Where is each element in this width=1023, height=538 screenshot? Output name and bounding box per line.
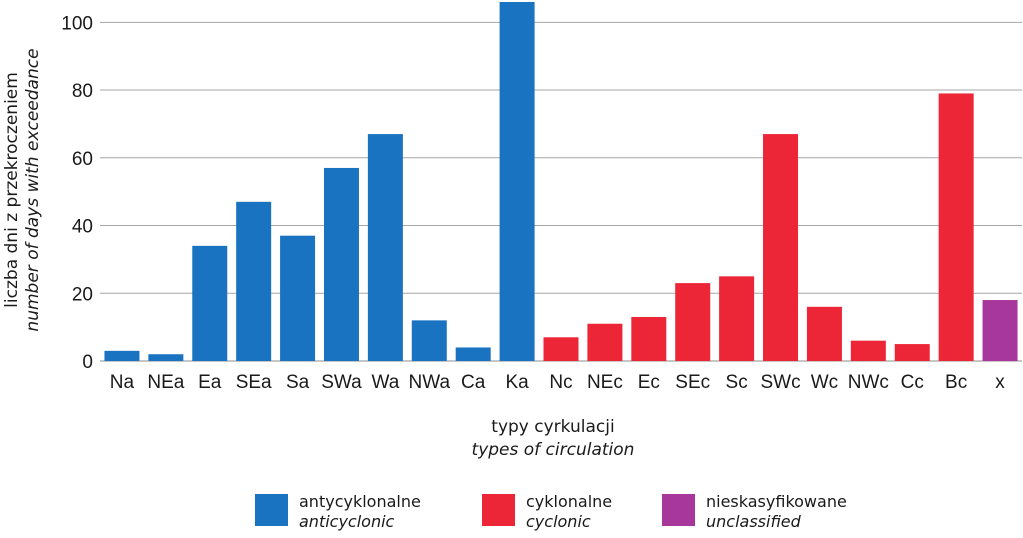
legend-item-anticyclonic: antycyklonalne anticyclonic xyxy=(255,492,421,532)
x-tick-label: NWc xyxy=(848,372,889,393)
x-tick-label: Wc xyxy=(811,372,838,393)
legend-item-unclassified: nieskasyfikowane unclassified xyxy=(662,492,847,532)
legend: antycyklonalne anticyclonic cyklonalne c… xyxy=(0,492,1023,538)
bar-Na xyxy=(104,350,140,361)
x-tick-label: Sa xyxy=(286,372,310,393)
legend-label-unclassified: nieskasyfikowane xyxy=(706,492,847,511)
y-tick-label: 80 xyxy=(72,81,93,102)
x-tick-label: Sc xyxy=(726,372,748,393)
bar-Wa xyxy=(367,134,403,361)
bar-Bc xyxy=(938,93,974,362)
bar-Ka xyxy=(499,2,535,361)
bar-Sa xyxy=(280,235,316,361)
y-tick-label: 100 xyxy=(61,13,93,34)
bar-Ea xyxy=(192,245,228,361)
bar-Wc xyxy=(806,306,842,361)
x-tick-label: Cc xyxy=(901,372,924,393)
legend-label-anticyclonic: antycyklonalne xyxy=(299,492,421,511)
y-axis-title: liczba dni z przekroczeniem xyxy=(2,72,22,308)
x-tick-label: Bc xyxy=(945,372,967,393)
bar-Sc xyxy=(719,276,755,361)
y-tick-labels: 0 20 40 60 80 100 xyxy=(61,13,93,373)
legend-swatch-anticyclonic xyxy=(255,494,288,526)
legend-label-cyclonic: cyklonalne xyxy=(526,492,613,511)
x-tick-labels: Na NEa Ea SEa Sa SWa Wa NWa Ca Ka Nc NEc Ec SEc Sc SWc W… xyxy=(110,372,1005,393)
y-tick-label: 40 xyxy=(72,217,93,238)
y-axis-title-en: number of days with exceedance xyxy=(23,48,43,331)
x-tick-label: Ka xyxy=(505,372,529,393)
bar-Nc xyxy=(543,337,579,361)
legend-swatch-cyclonic xyxy=(482,494,515,526)
bar-NWc xyxy=(850,340,886,361)
x-tick-label: NEa xyxy=(147,372,184,393)
x-tick-label: Wa xyxy=(371,372,399,393)
x-tick-label: SWa xyxy=(321,372,362,393)
legend-swatch-unclassified xyxy=(662,494,695,526)
legend-label-unclassified-en: unclassified xyxy=(706,512,801,531)
x-tick-label: Ea xyxy=(198,372,222,393)
x-tick-label: Ec xyxy=(638,372,660,393)
bar-SWc xyxy=(763,134,799,361)
bar-NWa xyxy=(411,320,447,361)
x-axis-title: typy cyrkulacji xyxy=(491,417,614,437)
bar-Ca xyxy=(455,347,491,361)
y-tick-label: 20 xyxy=(72,284,93,305)
bar-Ec xyxy=(631,316,667,361)
x-tick-label: x xyxy=(995,372,1005,393)
x-tick-label: NWa xyxy=(409,372,451,393)
y-tick-label: 0 xyxy=(82,352,93,373)
bar-Cc xyxy=(894,344,930,361)
bars xyxy=(104,2,1018,362)
x-tick-label: SEc xyxy=(675,372,710,393)
x-tick-label: Nc xyxy=(549,372,572,393)
bar-SWa xyxy=(323,167,359,361)
x-axis-title-en: types of circulation xyxy=(472,440,635,460)
x-tick-label: NEc xyxy=(587,372,623,393)
bar-x xyxy=(982,300,1018,361)
x-tick-label: Ca xyxy=(461,372,486,393)
bar-SEa xyxy=(236,201,272,361)
x-tick-label: SEa xyxy=(236,372,272,393)
bar-NEa xyxy=(148,354,184,361)
x-tick-label: Na xyxy=(110,372,135,393)
y-tick-label: 60 xyxy=(72,149,93,170)
legend-label-cyclonic-en: cyclonic xyxy=(526,512,591,531)
bar-NEc xyxy=(587,323,623,361)
legend-label-anticyclonic-en: anticyclonic xyxy=(299,512,395,531)
x-tick-label: SWc xyxy=(760,372,800,393)
legend-item-cyclonic: cyklonalne cyclonic xyxy=(482,492,612,532)
bar-SEc xyxy=(675,283,711,361)
